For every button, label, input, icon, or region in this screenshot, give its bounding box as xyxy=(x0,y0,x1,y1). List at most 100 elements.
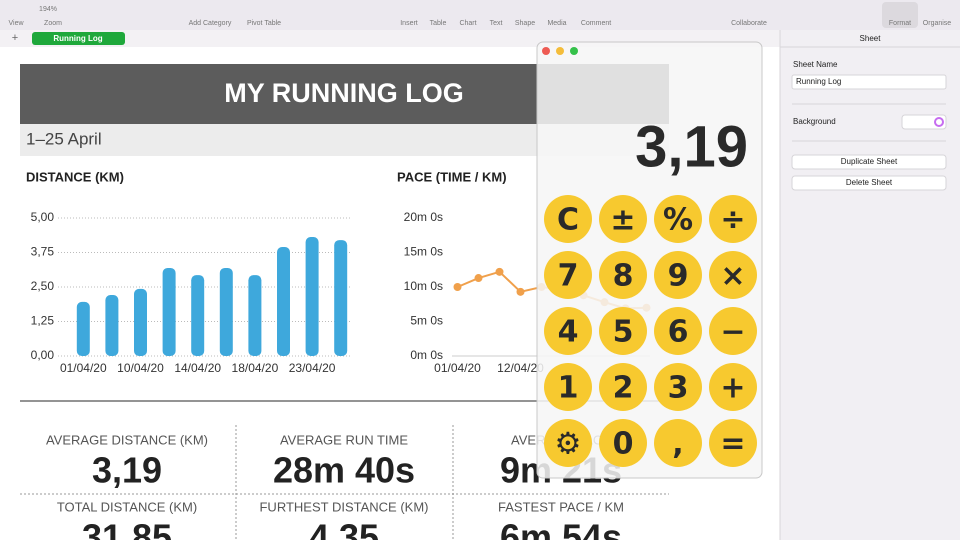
calc-key-label[interactable]: ÷ xyxy=(720,203,745,238)
calc-key[interactable] xyxy=(709,195,757,243)
format[interactable]: Format xyxy=(889,20,911,27)
stat-value: 3,19 xyxy=(92,450,162,491)
y-tick-label: 3,75 xyxy=(31,245,55,259)
minimize-button[interactable] xyxy=(556,47,564,55)
calc-key-label[interactable]: ⚙ xyxy=(555,427,582,462)
collaborate[interactable]: Collaborate xyxy=(731,20,767,27)
x-tick-label: 18/04/20 xyxy=(232,361,279,375)
calc-key[interactable] xyxy=(599,363,647,411)
calc-key-label[interactable]: 6 xyxy=(668,315,689,350)
calc-key-label[interactable]: 1 xyxy=(558,371,579,406)
calc-key[interactable] xyxy=(599,307,647,355)
bar xyxy=(162,267,176,356)
doc-subtitle: 1–25 April xyxy=(26,129,102,148)
y-tick-label: 10m 0s xyxy=(404,279,443,293)
duplicate-label[interactable]: Duplicate Sheet xyxy=(841,157,898,166)
calc-key-label[interactable]: × xyxy=(720,259,745,294)
y-tick-label: 0m 0s xyxy=(410,348,443,362)
x-tick-label: 12/04/20 xyxy=(497,361,544,375)
calc-key-label[interactable]: 3 xyxy=(668,371,689,406)
calc-key[interactable] xyxy=(709,363,757,411)
calc-key-label[interactable]: 4 xyxy=(558,315,579,350)
y-tick-label: 2,50 xyxy=(31,279,55,293)
zoom-button[interactable] xyxy=(570,47,578,55)
duplicate-button[interactable] xyxy=(791,154,947,170)
format-active xyxy=(882,2,918,28)
color-wheel[interactable] xyxy=(934,117,944,127)
calc-key[interactable] xyxy=(544,363,592,411)
calc-key[interactable] xyxy=(544,251,592,299)
x-tick-label: 01/04/20 xyxy=(60,361,107,375)
calc-key[interactable] xyxy=(599,419,647,467)
stat-value: 31,85 xyxy=(82,517,172,540)
calc-key[interactable] xyxy=(654,251,702,299)
calc-key[interactable] xyxy=(599,195,647,243)
zoom-value[interactable]: 194% xyxy=(39,6,57,13)
calculator-window xyxy=(536,41,763,479)
calc-key-label[interactable]: C xyxy=(557,203,579,238)
bar xyxy=(277,246,290,356)
calc-key[interactable] xyxy=(544,419,592,467)
y-tick-label: 20m 0s xyxy=(404,210,443,224)
pivot-table[interactable]: Pivot Table xyxy=(247,20,281,27)
sheet-name[interactable]: Running Log xyxy=(796,77,841,86)
calc-key-label[interactable]: ± xyxy=(610,203,635,238)
calc-key[interactable] xyxy=(654,307,702,355)
calc-key-label[interactable]: , xyxy=(672,427,683,462)
calc-key-label[interactable]: 2 xyxy=(613,371,634,406)
zoom[interactable]: Zoom xyxy=(44,20,62,27)
add-sheet[interactable]: + xyxy=(12,32,18,44)
sheet-tab[interactable] xyxy=(32,32,125,45)
sheet-name-input[interactable] xyxy=(791,74,947,90)
bar xyxy=(219,267,233,356)
calc-key-label[interactable]: 5 xyxy=(613,315,634,350)
insert[interactable]: Insert xyxy=(400,20,418,27)
calc-key[interactable] xyxy=(654,419,702,467)
background-label: Background xyxy=(793,117,836,126)
pace-point xyxy=(474,274,483,283)
shape[interactable]: Shape xyxy=(515,20,535,27)
calc-key[interactable] xyxy=(654,195,702,243)
calc-key[interactable] xyxy=(654,363,702,411)
calc-key-label[interactable]: + xyxy=(720,371,745,406)
table[interactable]: Table xyxy=(430,20,447,27)
add-category[interactable]: Add Category xyxy=(189,20,232,27)
calc-key[interactable] xyxy=(709,251,757,299)
calc-key-label[interactable]: 8 xyxy=(613,259,634,294)
calc-key-label[interactable]: − xyxy=(720,315,745,350)
delete-button[interactable] xyxy=(791,175,947,191)
bar xyxy=(76,301,90,356)
x-tick-label: 14/04/20 xyxy=(174,361,221,375)
background-well[interactable] xyxy=(901,114,947,130)
text[interactable]: Text xyxy=(490,20,503,27)
x-tick-label: 01/04/20 xyxy=(434,361,481,375)
calc-key[interactable] xyxy=(544,195,592,243)
toolbar-items: View 194% Zoom Add Category Pivot Table … xyxy=(8,2,951,28)
stat-label: AVERAGE RUN TIME xyxy=(280,432,408,447)
comment[interactable]: Comment xyxy=(581,20,611,27)
close-button[interactable] xyxy=(542,47,550,55)
sidebar-content: Sheet Sheet Name Running Log Background … xyxy=(780,34,960,191)
sheet-tab-label[interactable]: Running Log xyxy=(53,34,102,43)
x-tick-label: 10/04/20 xyxy=(117,361,164,375)
bar xyxy=(105,295,119,356)
stat-value: 4,35 xyxy=(309,517,379,540)
calc-key-label[interactable]: % xyxy=(663,203,693,238)
calc-key[interactable] xyxy=(599,251,647,299)
sheet-name-label: Sheet Name xyxy=(793,60,838,69)
view[interactable]: View xyxy=(8,20,24,27)
calc-key[interactable] xyxy=(709,307,757,355)
media[interactable]: Media xyxy=(547,20,566,27)
bar xyxy=(248,275,262,356)
chart[interactable]: Chart xyxy=(459,20,476,27)
calc-key[interactable] xyxy=(709,419,757,467)
calc-key-label[interactable]: 7 xyxy=(558,259,579,294)
stat-value: 6m 54s xyxy=(500,517,622,540)
calc-key-label[interactable]: 9 xyxy=(668,259,689,294)
delete-label[interactable]: Delete Sheet xyxy=(846,178,893,187)
calc-key-label[interactable]: = xyxy=(720,427,745,462)
organise[interactable]: Organise xyxy=(923,20,952,27)
bar xyxy=(305,237,319,356)
calc-key[interactable] xyxy=(544,307,592,355)
calc-key-label[interactable]: 0 xyxy=(613,427,634,462)
